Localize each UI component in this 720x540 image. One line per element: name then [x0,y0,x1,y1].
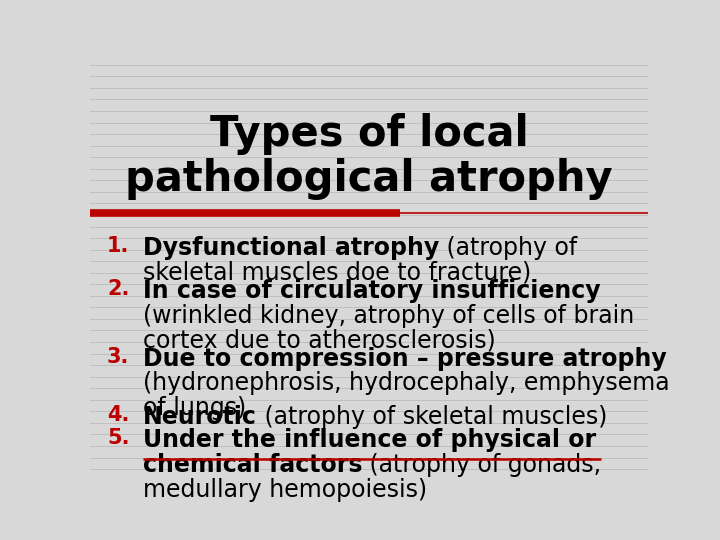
Text: 4.: 4. [107,405,130,425]
Text: skeletal muscles doe to fracture): skeletal muscles doe to fracture) [143,260,531,285]
Text: Types of local: Types of local [210,113,528,155]
Text: of lungs): of lungs) [143,396,246,420]
Text: 2.: 2. [107,279,130,299]
Text: (wrinkled kidney, atrophy of cells of brain: (wrinkled kidney, atrophy of cells of br… [143,303,634,327]
Text: 5.: 5. [107,428,130,448]
Text: chemical factors: chemical factors [143,453,362,477]
Text: 1.: 1. [107,236,130,256]
Text: Due to compression – pressure atrophy: Due to compression – pressure atrophy [143,347,667,370]
Text: (atrophy of: (atrophy of [439,236,577,260]
Text: 3.: 3. [107,347,130,367]
Text: (hydronephrosis, hydrocephaly, emphysema: (hydronephrosis, hydrocephaly, emphysema [143,372,670,395]
Text: In case of circulatory insufficiency: In case of circulatory insufficiency [143,279,600,303]
Text: (atrophy of gonads,: (atrophy of gonads, [362,453,601,477]
Text: (atrophy of skeletal muscles): (atrophy of skeletal muscles) [256,405,607,429]
Text: Dysfunctional atrophy: Dysfunctional atrophy [143,236,439,260]
Text: medullary hemopoiesis): medullary hemopoiesis) [143,477,427,502]
Text: pathological atrophy: pathological atrophy [125,158,613,200]
Text: Neurotic: Neurotic [143,405,256,429]
Text: Under the influence of physical or: Under the influence of physical or [143,428,596,452]
Text: cortex due to atherosclerosis): cortex due to atherosclerosis) [143,328,495,352]
